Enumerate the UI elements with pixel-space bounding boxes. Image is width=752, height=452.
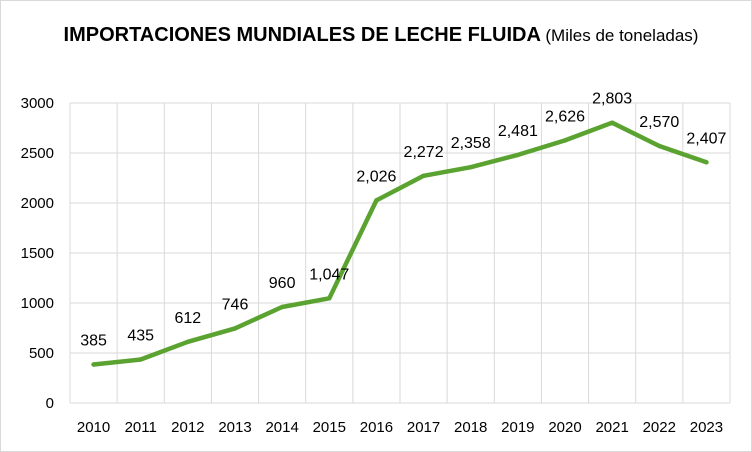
data-label: 2,407: [686, 130, 726, 147]
data-label: 2,626: [545, 108, 585, 125]
x-tick-label: 2010: [77, 419, 110, 436]
data-point: [279, 304, 285, 310]
x-tick-label: 2012: [171, 419, 204, 436]
series-line: [91, 120, 709, 367]
data-point: [562, 138, 568, 143]
data-label: 385: [80, 333, 107, 350]
chart-title: IMPORTACIONES MUNDIALES DE LECHE FLUIDA: [63, 24, 541, 46]
data-point: [185, 339, 191, 344]
chart-title-block: IMPORTACIONES MUNDIALES DE LECHE FLUIDA …: [61, 21, 701, 51]
data-point: [421, 173, 426, 178]
data-label: 612: [175, 310, 202, 327]
data-label: 2,026: [356, 168, 396, 185]
data-label: 435: [127, 328, 154, 345]
x-tick-label: 2011: [125, 419, 157, 436]
data-point: [374, 198, 379, 203]
data-label: 960: [269, 275, 296, 292]
data-point: [327, 296, 332, 301]
data-point: [138, 357, 143, 362]
y-tick-label: 2000: [21, 195, 54, 212]
data-label: 746: [222, 296, 249, 313]
data-point: [468, 165, 473, 170]
data-point: [657, 143, 662, 149]
y-tick-label: 500: [29, 345, 54, 362]
data-point: [609, 120, 615, 125]
data-label: 2,272: [404, 144, 444, 161]
y-tick-label: 2500: [21, 145, 54, 162]
data-point: [704, 160, 709, 165]
x-tick-label: 2020: [548, 419, 581, 436]
x-tick-label: 2015: [313, 419, 346, 436]
chart-subtitle: (Miles de toneladas): [545, 26, 699, 45]
x-tick-label: 2013: [218, 419, 251, 436]
x-tick-label: 2021: [595, 419, 628, 436]
data-point: [91, 362, 96, 367]
x-tick-label: 2016: [360, 419, 393, 436]
data-point: [515, 152, 521, 158]
y-tick-label: 1000: [21, 295, 54, 312]
x-tick-label: 2017: [407, 419, 440, 436]
x-tick-label: 2022: [643, 419, 676, 436]
y-tick-label: 1500: [21, 245, 54, 262]
data-point: [232, 326, 238, 331]
x-tick-label: 2014: [265, 419, 298, 436]
data-label: 2,570: [639, 114, 679, 131]
data-label: 2,803: [592, 91, 632, 108]
data-label: 1,047: [309, 266, 349, 283]
data-label: 2,481: [498, 123, 538, 140]
y-tick-label: 0: [46, 395, 54, 412]
x-tick-label: 2023: [690, 419, 723, 436]
x-tick-label: 2018: [454, 419, 487, 436]
y-tick-label: 3000: [21, 95, 54, 112]
x-tick-label: 2019: [501, 419, 534, 436]
data-label: 2,358: [451, 135, 491, 152]
